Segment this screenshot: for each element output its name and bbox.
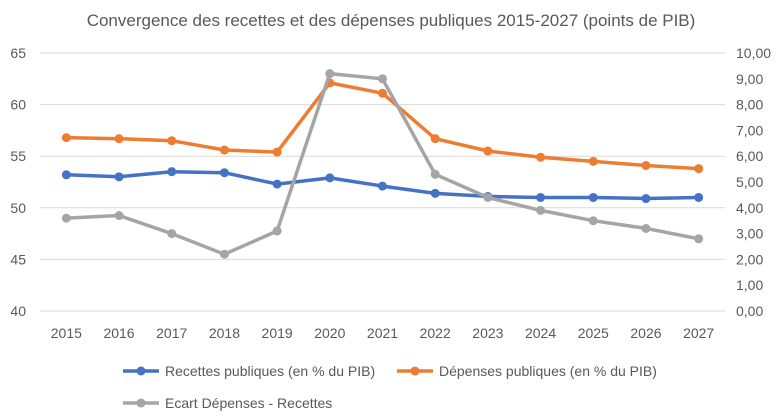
y-right-tick-label: 7,00 [736, 122, 763, 138]
legend-swatch-marker [136, 366, 146, 376]
data-point [167, 136, 177, 146]
y-right-tick-label: 2,00 [736, 251, 763, 267]
data-point [694, 234, 704, 244]
y-left-tick-label: 60 [10, 97, 26, 113]
right-y-axis: 0,00 1,00 2,00 3,00 4,00 5,00 6,00 7,00 8,00 9,00… [736, 45, 771, 319]
y-right-tick-label: 8,00 [736, 97, 763, 113]
y-left-tick-label: 45 [10, 251, 26, 267]
legend: Recettes publiques (en % du PIB) Dépenses… [123, 363, 657, 411]
data-point [641, 223, 651, 233]
y-right-tick-label: 5,00 [736, 174, 763, 190]
data-point [219, 145, 229, 155]
x-tick-label: 2023 [472, 325, 503, 341]
data-point [167, 167, 177, 177]
x-tick-label: 2026 [630, 325, 661, 341]
gridlines [40, 52, 725, 312]
y-left-tick-label: 65 [10, 45, 26, 61]
legend-label: Dépenses publiques (en % du PIB) [439, 363, 657, 379]
data-point [325, 69, 335, 79]
x-tick-label: 2027 [683, 325, 714, 341]
y-right-tick-label: 0,00 [736, 303, 763, 319]
chart-title: Convergence des recettes et des dépenses… [87, 11, 696, 30]
data-point [378, 74, 387, 84]
legend-swatch-marker [410, 366, 420, 376]
data-point [483, 192, 493, 202]
data-point [114, 172, 124, 182]
y-right-tick-label: 10,00 [736, 45, 771, 61]
x-tick-label: 2015 [51, 325, 82, 341]
data-point [588, 216, 598, 226]
x-tick-label: 2025 [578, 325, 609, 341]
data-point [588, 192, 598, 202]
x-tick-label: 2024 [525, 325, 556, 341]
data-point [694, 164, 704, 174]
legend-swatch-marker [136, 398, 146, 408]
data-point [114, 211, 124, 221]
data-point [536, 152, 546, 162]
data-point [483, 146, 493, 156]
x-tick-label: 2017 [156, 325, 187, 341]
y-right-tick-label: 1,00 [736, 277, 763, 293]
x-tick-label: 2022 [420, 325, 451, 341]
data-point [694, 192, 704, 202]
data-point [61, 170, 71, 180]
x-tick-label: 2016 [103, 325, 134, 341]
y-right-tick-label: 6,00 [736, 148, 763, 164]
x-tick-label: 2020 [314, 325, 345, 341]
y-left-tick-label: 50 [10, 200, 26, 216]
y-right-tick-label: 3,00 [736, 226, 763, 242]
data-point [219, 168, 229, 178]
data-point [114, 134, 124, 144]
data-point [430, 188, 440, 198]
data-point [272, 179, 282, 189]
y-right-tick-label: 4,00 [736, 200, 763, 216]
data-point [536, 205, 546, 215]
data-point [641, 194, 651, 204]
legend-label: Recettes publiques (en % du PIB) [165, 363, 375, 379]
x-tick-label: 2018 [209, 325, 240, 341]
data-point [325, 173, 335, 183]
data-point [167, 229, 177, 239]
y-left-tick-label: 55 [10, 148, 26, 164]
data-point [272, 226, 282, 236]
data-point [219, 249, 229, 259]
data-point [61, 213, 71, 223]
x-axis: 2015 2016 2017 2018 2019 2020 2021 2022 2023 2024… [51, 325, 715, 341]
y-left-tick-label: 40 [10, 303, 26, 319]
series-group [61, 69, 704, 259]
data-point [378, 181, 387, 191]
data-point [61, 133, 71, 143]
data-point [588, 156, 598, 166]
y-right-tick-label: 9,00 [736, 71, 763, 87]
data-point [641, 160, 651, 170]
x-tick-label: 2021 [367, 325, 398, 341]
data-point [536, 192, 546, 202]
data-point [378, 88, 387, 98]
data-point [272, 147, 282, 157]
legend-label: Ecart Dépenses - Recettes [165, 395, 332, 411]
left-y-axis: 40 45 50 55 60 65 [10, 45, 26, 319]
data-point [430, 134, 440, 144]
data-point [430, 169, 440, 179]
x-tick-label: 2019 [262, 325, 293, 341]
